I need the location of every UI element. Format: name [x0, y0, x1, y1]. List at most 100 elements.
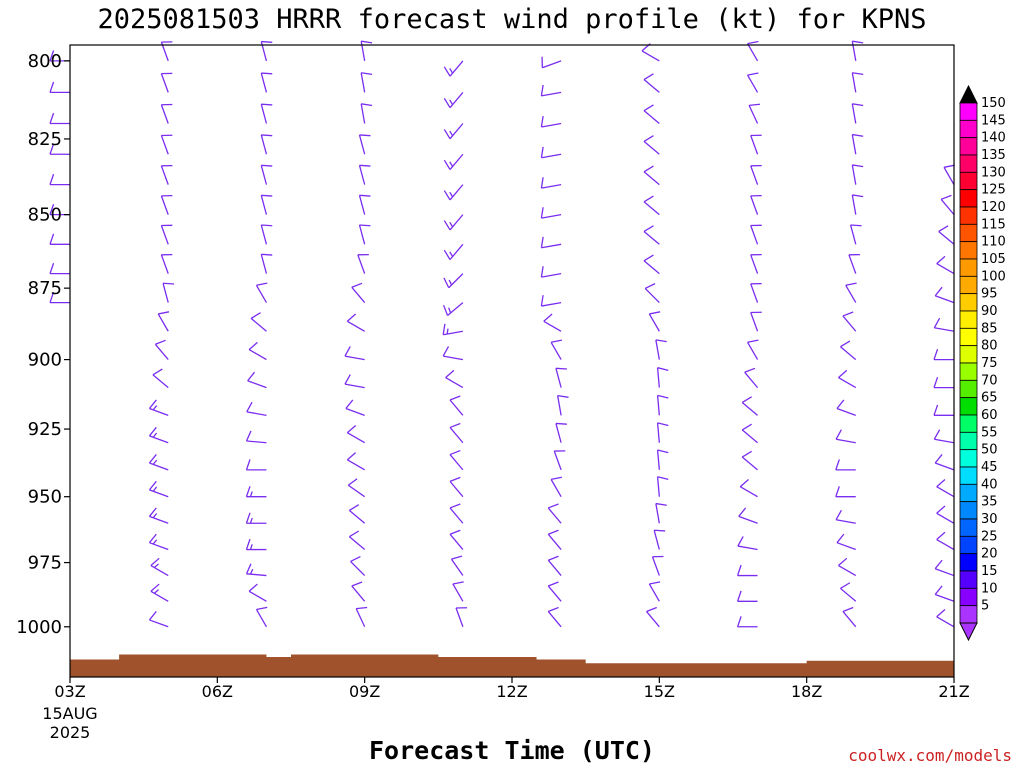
barb-shaft [940, 198, 955, 216]
barb-half-feather [449, 130, 454, 137]
barb-shaft [541, 91, 562, 97]
barb-feather [344, 374, 351, 385]
x-axis-label: Forecast Time (UTC) [369, 736, 655, 765]
barb-shaft [449, 91, 464, 109]
colorbar-label: 85 [981, 321, 998, 336]
barb-half-feather [152, 513, 158, 519]
barb-half-feather [152, 405, 158, 411]
barb-shaft [656, 367, 660, 388]
barb-shaft [149, 435, 169, 444]
barb-feather [261, 164, 273, 167]
barb-shaft [260, 134, 268, 155]
barb-feather [938, 225, 949, 233]
barb-feather [555, 422, 567, 425]
barb-shaft [449, 533, 464, 550]
barb-feather [934, 559, 943, 570]
barb-shaft [653, 530, 660, 550]
barb-feather [261, 103, 273, 106]
barb-shaft [838, 564, 857, 577]
wind-barb [245, 538, 267, 551]
wind-barb [933, 429, 955, 444]
barb-feather [148, 507, 157, 517]
y-tick-label: 900 [28, 350, 62, 371]
barb-feather [852, 133, 864, 137]
wind-barb [838, 557, 857, 577]
wind-barb [933, 317, 955, 332]
colorbar-swatch [959, 379, 978, 399]
barb-feather [261, 224, 273, 227]
barb-shaft [553, 450, 562, 471]
barb-shaft [541, 243, 562, 249]
barb-shaft [541, 272, 562, 278]
wind-barb [345, 399, 365, 416]
barb-shaft [149, 489, 169, 498]
wind-barb [442, 323, 464, 336]
wind-barb [449, 529, 464, 550]
barb-shaft [347, 432, 365, 444]
barb-shaft [149, 462, 169, 471]
wind-barb [555, 422, 567, 443]
wind-barb [260, 253, 273, 274]
ground-fill [70, 654, 954, 677]
barb-shaft [160, 195, 169, 215]
wind-barb [550, 476, 563, 498]
wind-barb [49, 262, 70, 275]
barb-feather [49, 262, 55, 274]
barb-feather [852, 40, 864, 44]
barb-feather [738, 507, 747, 517]
barb-shaft [547, 611, 562, 628]
wind-barb [150, 557, 169, 577]
barb-shaft [744, 371, 759, 389]
colorbar-swatch [959, 293, 978, 312]
barb-shaft [160, 73, 169, 93]
barb-feather [442, 323, 446, 335]
wind-barb [547, 503, 562, 524]
barb-shaft [838, 377, 857, 389]
wind-barb [656, 422, 669, 443]
barb-feather [443, 277, 450, 289]
barb-feather [737, 536, 744, 547]
x-tick-label: 21Z [938, 682, 969, 701]
barb-feather [643, 225, 654, 233]
barb-feather [657, 476, 669, 481]
barb-shaft [643, 260, 660, 275]
wind-barb [746, 72, 759, 93]
barb-shaft [851, 164, 857, 185]
colorbar-label: 100 [981, 269, 1006, 284]
y-axis: 800 825 850 875 900 925 950 975 1000 [16, 51, 70, 638]
wind-barb [840, 582, 857, 602]
wind-barb [555, 367, 567, 388]
barb-feather [657, 422, 669, 427]
barb-shaft [449, 184, 464, 201]
wind-barb [934, 559, 955, 577]
barb-shaft [150, 564, 169, 577]
barb-shaft [655, 339, 660, 360]
barb-feather [934, 454, 943, 464]
colorbar-label: 75 [981, 356, 998, 371]
wind-barb [656, 476, 669, 497]
barb-feather [443, 249, 451, 260]
wind-barb [940, 194, 955, 216]
barb-feather [449, 503, 461, 509]
barb-shaft [449, 399, 464, 416]
wind-barb [360, 103, 373, 124]
barb-feather [850, 224, 862, 227]
barb-shaft [851, 134, 857, 155]
barb-shaft [250, 317, 267, 332]
wind-barb [49, 143, 70, 155]
barb-shaft [550, 341, 562, 360]
barb-feather [836, 399, 845, 409]
barb-shaft [943, 166, 955, 185]
barb-shaft [750, 312, 759, 332]
barb-shaft [449, 123, 464, 140]
wind-barb [547, 529, 562, 550]
wind-barb [750, 224, 762, 245]
colorbar-label: 30 [981, 512, 998, 527]
wind-barb [160, 253, 173, 274]
barb-feather [736, 564, 742, 576]
colorbar-swatch [959, 466, 978, 485]
barb-feather [449, 449, 461, 456]
barb-half-feather [153, 563, 159, 569]
barb-feather [449, 529, 461, 535]
